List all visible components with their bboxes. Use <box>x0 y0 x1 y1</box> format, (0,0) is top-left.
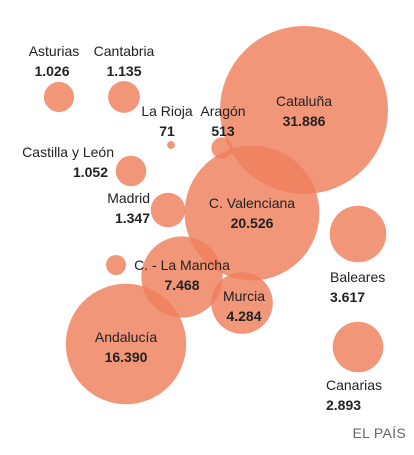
bubble-murcia <box>211 272 273 334</box>
bubble-la-rioja <box>167 141 175 149</box>
value-baleares: 3.617 <box>330 289 365 305</box>
bubble-canarias <box>332 321 384 373</box>
label-castilla-y-león: Castilla y León <box>22 144 114 160</box>
label-la-rioja: La Rioja <box>141 103 193 119</box>
value-la-rioja: 71 <box>159 123 175 139</box>
bubble-castilla-y-león <box>115 155 147 187</box>
label-cataluña: Cataluña <box>276 93 332 109</box>
value-castilla-y-león: 1.052 <box>73 164 108 180</box>
value-canarias: 2.893 <box>326 397 361 413</box>
bubble-asturias <box>43 81 75 113</box>
label-murcia: Murcia <box>223 288 265 304</box>
label-cantabria: Cantabria <box>94 43 155 59</box>
bubble-aragón <box>211 137 233 159</box>
value-andalucía: 16.390 <box>105 349 148 365</box>
label-aragón: Aragón <box>200 103 245 119</box>
label-asturias: Asturias <box>29 43 80 59</box>
value-cataluña: 31.886 <box>283 113 326 129</box>
value-madrid: 1.347 <box>115 210 150 226</box>
value-asturias: 1.026 <box>34 63 69 79</box>
label-andalucía: Andalucía <box>95 329 157 345</box>
label-baleares: Baleares <box>330 269 385 285</box>
bubble-madrid <box>150 192 186 228</box>
bubble-andalucía <box>65 283 187 405</box>
value-c-la-mancha: 7.468 <box>164 277 199 293</box>
label-c-valenciana: C. Valenciana <box>209 195 295 211</box>
bubble-cantabria <box>108 81 140 113</box>
label-canarias: Canarias <box>326 377 382 393</box>
bubble-unlabeled <box>106 255 126 275</box>
label-madrid: Madrid <box>107 190 150 206</box>
label-c-la-mancha: C. - La Mancha <box>134 257 230 273</box>
source-credit: EL PAÍS <box>352 425 406 441</box>
value-cantabria: 1.135 <box>106 63 141 79</box>
bubble-c-la-mancha <box>141 236 223 318</box>
value-murcia: 4.284 <box>226 308 261 324</box>
bubble-c-valenciana <box>184 145 320 281</box>
bubble-baleares <box>329 205 387 263</box>
value-aragón: 513 <box>211 123 235 139</box>
value-c-valenciana: 20.526 <box>231 215 274 231</box>
